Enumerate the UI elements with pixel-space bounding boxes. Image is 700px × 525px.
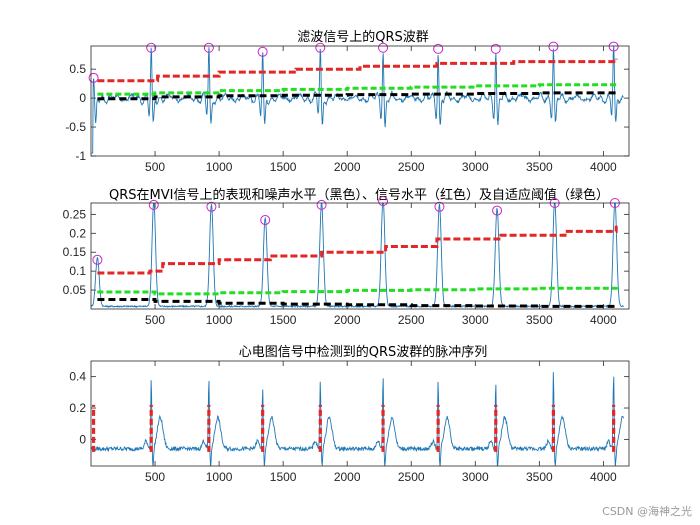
x-tick-label: 3000 (462, 313, 489, 327)
x-tick-label: 4000 (590, 470, 617, 484)
r-peak-marker (92, 254, 103, 265)
y-tick-label: 0.2 (69, 401, 86, 415)
subplot-3-title: 心电图信号中检测到的QRS波群的脉冲序列 (239, 344, 488, 360)
r-peak-marker (608, 41, 619, 52)
r-peak-marker (548, 41, 559, 52)
x-tick-label: 1000 (206, 313, 233, 327)
y-tick-label: 0.4 (69, 370, 86, 384)
axes-frame (90, 360, 630, 467)
r-peak-marker (206, 201, 217, 212)
plot-area (91, 361, 629, 466)
x-tick-label: 4000 (590, 160, 617, 174)
y-tick-label: 0.15 (63, 245, 87, 259)
x-tick-label: 3500 (526, 160, 553, 174)
plot-content (91, 46, 624, 154)
y-tick-label: -0.5 (65, 120, 86, 134)
subplot-2-mvi-signal: QRS在MVI信号上的表现和噪声水平（黑色）、信号水平（红色）及自适应阈值（绿色… (63, 187, 630, 327)
axes-frame (90, 202, 630, 310)
x-tick-label: 500 (145, 470, 165, 484)
threshold-line (97, 286, 618, 296)
y-tick-label: 0 (79, 432, 86, 446)
ecg-signal-line (91, 372, 624, 466)
plot-area (91, 203, 629, 309)
threshold-line (97, 83, 618, 96)
x-tick-label: 1500 (270, 313, 297, 327)
x-tick-label: 2000 (334, 313, 361, 327)
x-tick-label: 1500 (270, 470, 297, 484)
x-tick-label: 3000 (462, 470, 489, 484)
subplot-1-title: 滤波信号上的QRS波群 (297, 29, 429, 45)
y-tick-label: -1 (75, 149, 86, 163)
r-peak-marker (260, 215, 271, 226)
x-tick-label: 2000 (334, 160, 361, 174)
r-peak-marker (433, 43, 444, 54)
axes-frame (90, 45, 630, 157)
r-peak-marker (203, 42, 214, 53)
ecg-signal-line (91, 46, 624, 154)
noise-level-line (97, 298, 618, 308)
y-tick-label: 0 (79, 91, 86, 105)
r-peak-marker (434, 201, 445, 212)
signal-level-line (97, 58, 618, 83)
y-tick-label: 0.2 (69, 226, 86, 240)
subplot-1-filtered-signal: 滤波信号上的QRS波群 500 1000 1500 2000 2500 3000 3500 4… (65, 29, 630, 174)
r-peak-marker (316, 199, 327, 210)
r-peak-marker (146, 42, 157, 53)
y-tick-label: 0.25 (63, 207, 87, 221)
r-peak-marker (88, 72, 99, 83)
x-tick-label: 2500 (398, 313, 425, 327)
r-peak-marker (490, 43, 501, 54)
signal-level-line (97, 225, 618, 275)
r-peak-marker (378, 42, 389, 53)
x-tick-label: 2000 (334, 470, 361, 484)
x-tick-label: 1000 (206, 160, 233, 174)
y-tick-label: 0.1 (69, 264, 86, 278)
subplot-2-title: QRS在MVI信号上的表现和噪声水平（黑色）、信号水平（红色）及自适应阈值（绿色… (109, 187, 609, 203)
x-tick-label: 3000 (462, 160, 489, 174)
r-peak-marker (378, 196, 389, 207)
x-tick-label: 500 (145, 313, 165, 327)
r-peak-marker (492, 205, 503, 216)
x-tick-label: 3500 (526, 470, 553, 484)
plot-content (91, 203, 624, 309)
x-tick-label: 500 (145, 160, 165, 174)
subplot-3-pulse-train: 心电图信号中检测到的QRS波群的脉冲序列 500 1000 1500 2000 2500… (69, 344, 630, 484)
x-tick-label: 2500 (398, 160, 425, 174)
x-tick-label: 1500 (270, 160, 297, 174)
watermark: CSDN @海神之光 (602, 504, 692, 518)
plot-content (91, 372, 624, 466)
x-tick-label: 4000 (590, 313, 617, 327)
x-tick-label: 1000 (206, 470, 233, 484)
y-tick-label: 0.05 (63, 283, 87, 297)
r-peak-marker (315, 42, 326, 53)
x-tick-label: 2500 (398, 470, 425, 484)
r-peak-marker (148, 199, 159, 210)
r-peak-marker (257, 46, 268, 57)
y-tick-label: 0.5 (69, 62, 86, 76)
x-tick-label: 3500 (526, 313, 553, 327)
noise-level-line (97, 91, 618, 101)
